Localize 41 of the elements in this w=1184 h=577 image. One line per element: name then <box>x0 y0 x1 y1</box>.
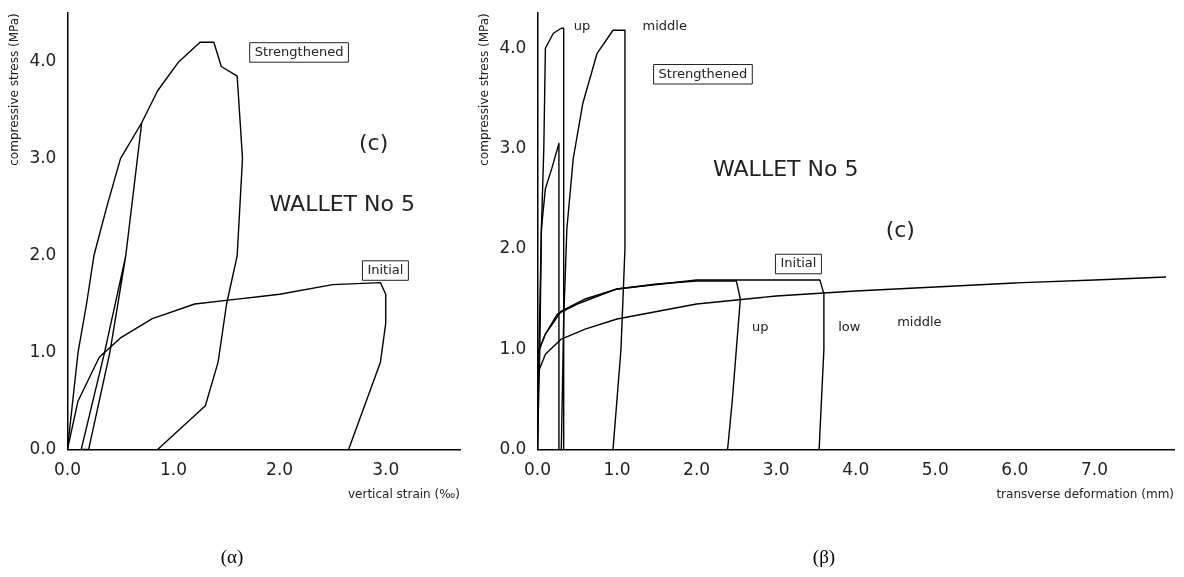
annotation: up <box>751 318 769 334</box>
annotation: low <box>838 318 861 334</box>
x-axis-title: vertical strain (‰) <box>347 487 460 502</box>
x-tick-label: 4.0 <box>842 459 870 480</box>
y-tick-label: 2.0 <box>29 243 57 264</box>
x-tick-label: 3.0 <box>372 459 400 480</box>
x-tick-label: 1.0 <box>160 459 188 480</box>
y-tick-label: 0.0 <box>499 437 527 458</box>
x-tick-label: 3.0 <box>762 459 790 480</box>
x-tick-label: 5.0 <box>921 459 949 480</box>
y-tick-label: 4.0 <box>29 50 57 71</box>
annotation: Strengthened <box>254 43 344 59</box>
annotation: middle <box>642 17 687 33</box>
annotation: Initial <box>367 261 404 277</box>
annotation: (c) <box>885 217 915 243</box>
x-tick-label: 1.0 <box>603 459 631 480</box>
x-tick-label: 0.0 <box>53 459 81 480</box>
annotation: Initial <box>780 255 817 271</box>
x-tick-label: 2.0 <box>266 459 294 480</box>
x-tick-label: 6.0 <box>1001 459 1029 480</box>
y-tick-label: 3.0 <box>499 136 527 157</box>
y-tick-label: 2.0 <box>499 237 527 258</box>
y-tick-label: 1.0 <box>29 340 57 361</box>
x-tick-label: 0.0 <box>523 459 551 480</box>
x-axis-title: transverse deformation (mm) <box>996 487 1174 502</box>
text: (β) <box>812 545 836 568</box>
y-tick-label: 1.0 <box>499 337 527 358</box>
y-axis-title: compressive stress (MPa) <box>477 13 492 166</box>
text: (α) <box>220 545 244 568</box>
annotation: up <box>573 17 591 33</box>
y-tick-label: 0.0 <box>29 437 57 458</box>
y-tick-label: 3.0 <box>29 147 57 168</box>
y-tick-label: 4.0 <box>499 36 527 57</box>
x-tick-label: 2.0 <box>683 459 711 480</box>
annotation: Strengthened <box>658 65 748 81</box>
annotation: (c) <box>359 129 389 155</box>
y-axis-title: compressive stress (MPa) <box>7 13 22 166</box>
annotation: WALLET No 5 <box>269 190 415 216</box>
annotation: WALLET No 5 <box>713 155 859 181</box>
annotation: middle <box>897 314 942 330</box>
x-tick-label: 7.0 <box>1080 459 1108 480</box>
